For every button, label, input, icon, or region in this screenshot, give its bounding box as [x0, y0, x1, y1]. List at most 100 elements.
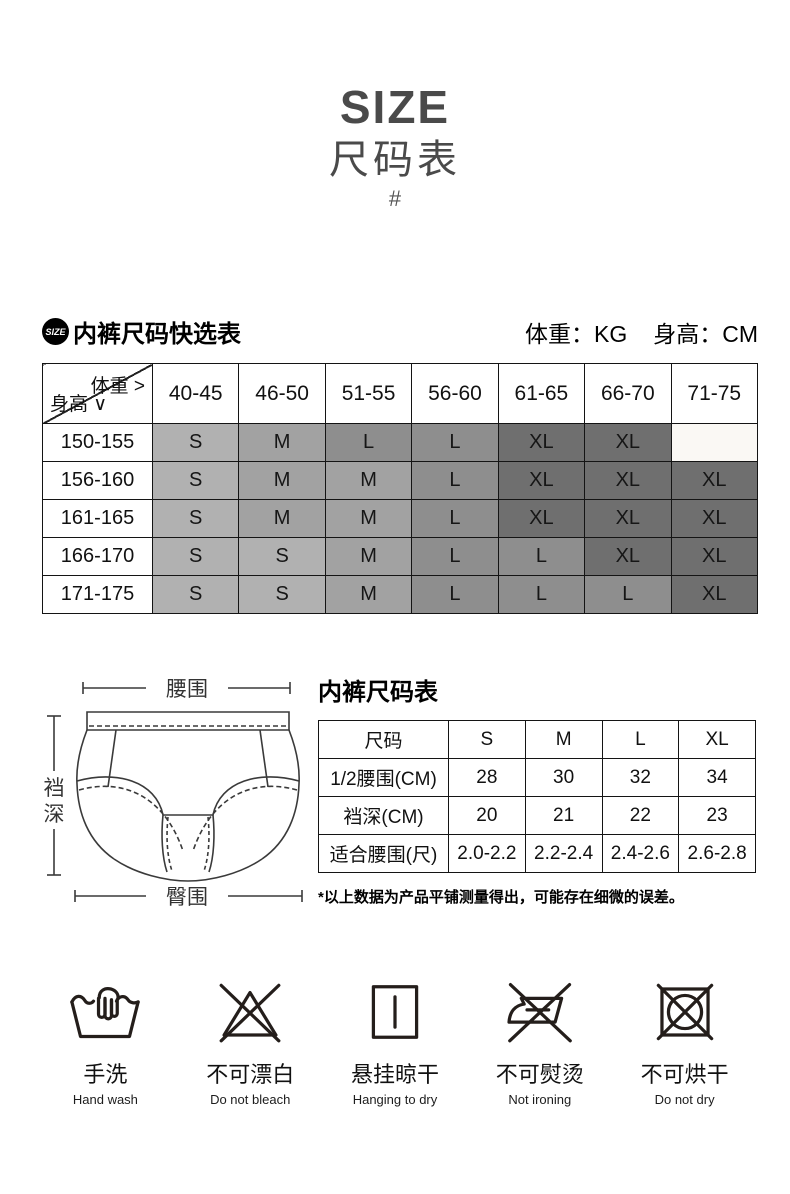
size-cell: L [584, 575, 672, 614]
size-cell: M [324, 499, 413, 538]
size-cell: M [238, 499, 326, 538]
quick-table-row: 150-155 S M L L XL XL [42, 423, 759, 462]
size-cell: XL [497, 423, 586, 462]
height-range-cell: 161-165 [42, 499, 153, 538]
care-label-zh: 不可烘干 [640, 1062, 729, 1087]
measure-value-cell: 32 [601, 758, 680, 797]
height-range-cell: 171-175 [42, 575, 153, 614]
briefs-drawing: 腰围 裆 深 臀围 [44, 678, 303, 909]
size-cell [670, 423, 759, 462]
weight-range-header: 46-50 [238, 363, 326, 424]
crotch-label-2: 深 [44, 803, 65, 826]
size-column-header: M [524, 720, 603, 759]
size-cell: L [411, 537, 499, 576]
size-cell: XL [584, 461, 672, 500]
do-not-bleach-icon [219, 983, 281, 1043]
care-item: 悬挂晾干 Hanging to dry [323, 976, 468, 1107]
care-label-zh: 悬挂晾干 [350, 1062, 439, 1087]
height-unit-label: 身高：CM [653, 320, 758, 347]
title-block: SIZE 尺码表 # [0, 80, 790, 212]
size-cell: S [151, 575, 240, 614]
care-label-en: Do not dry [654, 1092, 715, 1107]
measure-value-cell: 22 [601, 796, 680, 835]
do-not-dry-icon [656, 983, 713, 1041]
height-range-cell: 156-160 [42, 461, 153, 500]
hip-measure-line [74, 890, 303, 902]
size-detail-block: 内裤尺码表 尺码 S M L XL 1/2腰围(CM) 28 30 32 34 裆深(CM) 20 2… [318, 672, 758, 907]
quick-table-row: 161-165 S M M L XL XL XL [42, 499, 759, 538]
size-cell: L [411, 575, 499, 614]
size-cell: L [324, 423, 413, 462]
size-cell: M [238, 423, 326, 462]
size-cell: M [238, 461, 326, 500]
size-table-row: 1/2腰围(CM) 28 30 32 34 [318, 758, 756, 797]
weight-range-header: 40-45 [151, 363, 240, 424]
size-cell: XL [670, 499, 759, 538]
size-table-row: 裆深(CM) 20 21 22 23 [318, 796, 756, 835]
size-table-row: 适合腰围(尺) 2.0-2.2 2.2-2.4 2.4-2.6 2.6-2.8 [318, 834, 756, 873]
care-label-en: Hanging to dry [352, 1092, 438, 1107]
weight-range-header: 56-60 [411, 363, 499, 424]
size-cell: S [238, 575, 326, 614]
size-cell: M [324, 575, 413, 614]
measure-value-cell: 28 [448, 758, 526, 797]
size-cell: XL [584, 499, 672, 538]
care-label-zh: 手洗 [83, 1062, 128, 1087]
size-cell: XL [584, 537, 672, 576]
size-cell: S [151, 461, 240, 500]
crotch-measure-line [47, 715, 61, 876]
measure-label-cell: 适合腰围(尺) [318, 834, 449, 873]
size-cell: XL [670, 461, 759, 500]
measure-value-cell: 23 [678, 796, 756, 835]
corner-weight-label: 体重 > [90, 376, 145, 397]
size-cell: L [411, 499, 499, 538]
corner-cell: 体重 > 身高 ∨ [42, 363, 153, 424]
size-cell: XL [584, 423, 672, 462]
care-label-en: Do not bleach [210, 1092, 291, 1107]
measure-value-cell: 20 [448, 796, 526, 835]
do-not-iron-icon [507, 983, 572, 1043]
measure-label-cell: 1/2腰围(CM) [318, 758, 449, 797]
care-item: 手洗 Hand wash [33, 976, 178, 1107]
size-cell: XL [670, 575, 759, 614]
size-cell: M [324, 461, 413, 500]
measure-value-cell: 2.4-2.6 [601, 834, 680, 873]
hanging-to-dry-icon [371, 985, 419, 1039]
care-item: 不可漂白 Do not bleach [178, 976, 323, 1107]
size-detail-table: 尺码 S M L XL 1/2腰围(CM) 28 30 32 34 裆深(CM) 20 21 22 23 适… [318, 720, 756, 873]
briefs-outline [76, 711, 300, 882]
size-cell: L [411, 423, 499, 462]
weight-range-header: 61-65 [497, 363, 586, 424]
page-subtitle: 尺码表 [329, 138, 461, 182]
quick-table-header: SIZE 内裤尺码快选表 体重：KG 身高：CM [42, 314, 758, 349]
size-cell: L [411, 461, 499, 500]
measure-label-cell: 裆深(CM) [318, 796, 449, 835]
corner-height-label: 身高 ∨ [50, 394, 108, 415]
size-column-header: S [448, 720, 526, 759]
size-quick-select-table: 体重 > 身高 ∨ 40-45 46-50 51-55 56-60 61-65 66-70… [42, 363, 759, 614]
size-badge-icon: SIZE [42, 318, 69, 345]
care-label-zh: 不可漂白 [206, 1062, 295, 1087]
size-column-header: XL [678, 720, 756, 759]
quick-table-row: 166-170 S S M L L XL XL [42, 537, 759, 576]
size-cell: S [238, 537, 326, 576]
size-table-heading: 内裤尺码表 [318, 679, 438, 706]
size-column-header: 尺码 [318, 720, 449, 759]
measure-value-cell: 2.6-2.8 [678, 834, 756, 873]
size-cell: S [151, 423, 240, 462]
waist-label: 腰围 [166, 678, 208, 701]
quick-table-row: 156-160 S M M L XL XL XL [42, 461, 759, 500]
quick-table-row: 171-175 S S M L L L XL [42, 575, 759, 614]
size-cell: XL [497, 499, 586, 538]
waist-measure-line [82, 682, 291, 694]
care-item: 不可熨烫 Not ironing [467, 976, 612, 1107]
size-cell: S [151, 537, 240, 576]
care-item: 不可烘干 Do not dry [612, 976, 757, 1107]
size-cell: XL [670, 537, 759, 576]
care-label-en: Hand wash [72, 1092, 138, 1107]
size-cell: M [324, 537, 413, 576]
weight-range-header: 66-70 [584, 363, 672, 424]
quick-table-heading: 内裤尺码快选表 [73, 321, 241, 348]
measure-value-cell: 2.0-2.2 [448, 834, 526, 873]
weight-range-header: 71-75 [670, 363, 759, 424]
